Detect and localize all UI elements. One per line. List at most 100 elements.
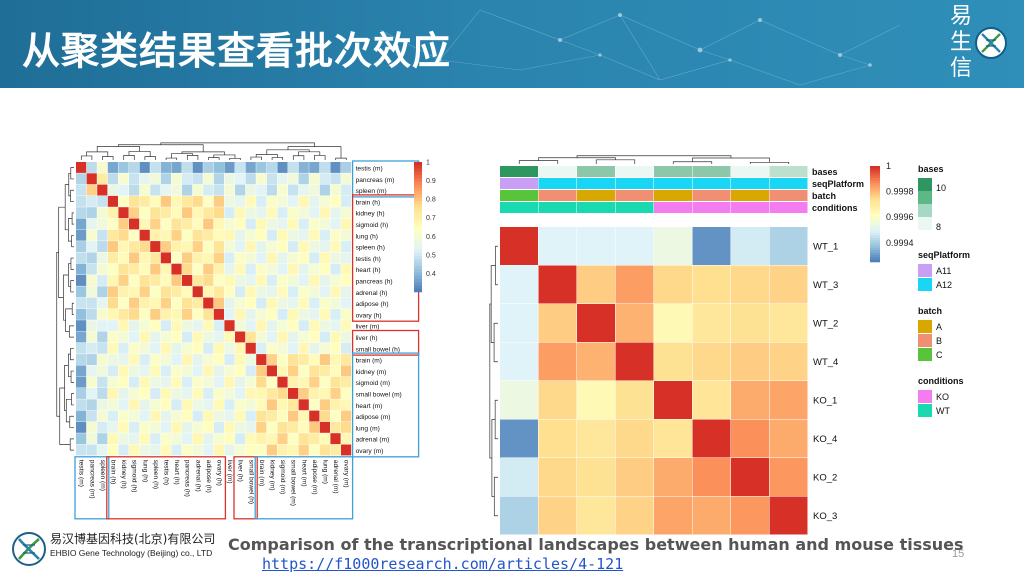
heatmap-cell (235, 297, 246, 309)
heatmap-cell (330, 410, 341, 422)
heatmap-cell (341, 388, 352, 399)
heatmap-cell (692, 342, 731, 381)
heatmap-cell (288, 229, 299, 241)
heatmap-cell (107, 241, 118, 252)
company-name-cn: 易汉博基因科技(北京)有限公司 (50, 532, 216, 546)
heatmap-cell (118, 365, 129, 377)
heatmap-cell (256, 421, 267, 433)
scale-swatch (414, 220, 422, 225)
heatmap-cell (235, 207, 246, 219)
heatmap-cell (266, 354, 277, 365)
heatmap-cell (182, 421, 193, 433)
heatmap-cell (224, 410, 235, 422)
heatmap-cell (341, 252, 352, 264)
heatmap-cell (203, 365, 214, 377)
dendrogram-branch (96, 146, 140, 152)
dna-logo-icon (12, 532, 46, 566)
column-label: heart (m) (300, 460, 307, 487)
reference-link[interactable]: https://f1000research.com/articles/4-121 (262, 555, 624, 573)
heatmap-cell (203, 173, 214, 185)
scale-swatch (870, 182, 880, 186)
scale-swatch (870, 242, 880, 246)
scale-swatch (414, 262, 422, 267)
dendrogram-branch (102, 156, 114, 160)
heatmap-cell (139, 421, 150, 433)
legend-swatch (918, 204, 932, 217)
heatmap-cell (731, 496, 769, 535)
heatmap-cell (256, 162, 267, 173)
heatmap-cell (86, 421, 97, 433)
heatmap-cell (150, 241, 161, 252)
heatmap-cell (277, 297, 288, 309)
heatmap-cell (203, 241, 214, 252)
heatmap-cell (235, 286, 246, 298)
heatmap-cell (319, 421, 330, 433)
heatmap-cell (266, 331, 277, 343)
heatmap-cell (577, 458, 615, 496)
heatmap-cell (341, 342, 352, 354)
heatmap-cell (224, 162, 235, 173)
wt-ko-correlation-heatmap: basesseqPlatformbatchconditionsWT_1WT_3W… (489, 155, 970, 535)
heatmap-cell (86, 173, 97, 185)
heatmap-cell (500, 342, 538, 381)
heatmap-cell (107, 388, 118, 399)
legend-title: seqPlatform (918, 250, 970, 260)
heatmap-cell (76, 444, 87, 456)
heatmap-cell (245, 399, 256, 411)
scale-tick-label: 0.9998 (886, 187, 914, 197)
heatmap-cell (192, 331, 203, 343)
heatmap-cell (654, 227, 692, 265)
annotation-cell (500, 190, 538, 201)
heatmap-cell (129, 184, 140, 196)
heatmap-cell (288, 365, 299, 377)
legend-swatch (918, 320, 932, 333)
heatmap-cell (309, 421, 320, 433)
heatmap-cell (731, 458, 769, 496)
heatmap-cell (182, 229, 193, 241)
heatmap-cell (171, 286, 182, 298)
heatmap-cell (213, 252, 224, 264)
heatmap-cell (118, 252, 129, 264)
heatmap-cell (107, 376, 118, 388)
heatmap-cell (245, 241, 256, 252)
heatmap-cell (171, 229, 182, 241)
heatmap-cell (245, 365, 256, 377)
heatmap-cell (107, 173, 118, 185)
heatmap-cell (769, 304, 808, 342)
heatmap-cell (277, 365, 288, 377)
heatmap-cell (107, 297, 118, 309)
heatmap-cell (235, 365, 246, 377)
heatmap-cell (139, 410, 150, 422)
row-label: pancreas (h) (356, 278, 393, 285)
heatmap-cell (330, 286, 341, 298)
heatmap-cell (192, 308, 203, 320)
heatmap-cell (224, 297, 235, 309)
heatmap-cell (615, 227, 654, 265)
dendrogram-branch (595, 159, 636, 164)
heatmap-cell (160, 297, 171, 309)
heatmap-cell (160, 433, 171, 445)
heatmap-cell (160, 342, 171, 354)
heatmap-cell (319, 286, 330, 298)
heatmap-cell (97, 320, 108, 332)
heatmap-cell (309, 342, 320, 354)
heatmap-cell (256, 229, 267, 241)
scale-swatch (870, 252, 880, 256)
dendrogram-branch (491, 419, 496, 497)
heatmap-cell (129, 173, 140, 185)
scale-swatch (414, 188, 422, 192)
heatmap-cell (309, 229, 320, 241)
heatmap-cell (76, 365, 87, 377)
scale-swatch (870, 209, 880, 212)
heatmap-cell (213, 162, 224, 173)
heatmap-cell (171, 218, 182, 230)
row-label: KO_2 (813, 472, 837, 483)
heatmap-cell (213, 263, 224, 275)
heatmap-cell (171, 173, 182, 185)
legend-label: B (936, 336, 942, 346)
heatmap-cell (288, 342, 299, 354)
heatmap-cell (129, 320, 140, 332)
heatmap-cell (107, 410, 118, 422)
heatmap-cell (129, 195, 140, 207)
heatmap-cell (235, 433, 246, 445)
